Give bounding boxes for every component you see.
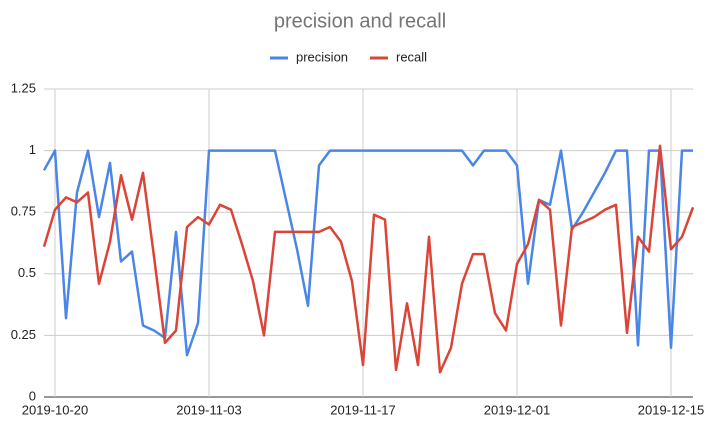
x-tick-label: 2019-11-17 (330, 402, 396, 417)
chart-title: precision and recall (274, 10, 446, 32)
y-tick-label: 1.25 (11, 80, 36, 95)
line-series (42, 144, 695, 374)
x-tick-label: 2019-11-03 (176, 402, 242, 417)
x-tick-label: 2019-12-15 (638, 402, 705, 417)
y-tick-label: 1 (29, 142, 36, 157)
line-series (42, 149, 693, 357)
x-tick-label: 2019-12-01 (484, 402, 551, 417)
y-tick-label: 0.5 (18, 265, 36, 280)
legend-label: precision (296, 49, 348, 64)
x-tick-label: 2019-10-20 (22, 402, 89, 417)
y-tick-label: 0.75 (11, 204, 36, 219)
legend-label: recall (396, 49, 427, 64)
y-tick-label: 0 (29, 388, 36, 403)
y-tick-label: 0.25 (11, 327, 36, 342)
